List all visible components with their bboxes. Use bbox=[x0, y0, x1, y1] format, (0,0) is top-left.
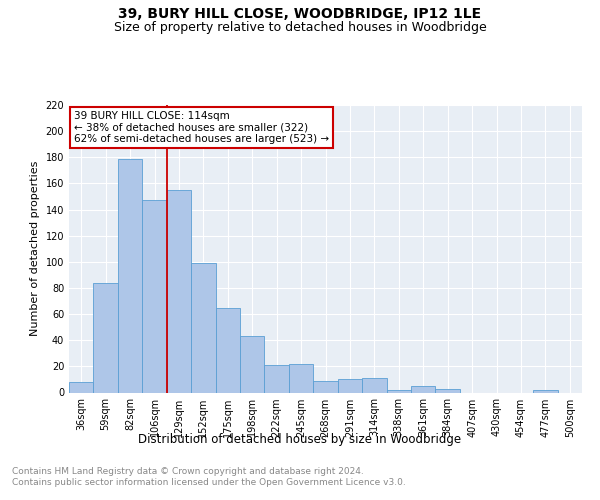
Bar bbox=[313, 380, 338, 392]
Bar bbox=[386, 390, 411, 392]
Text: 39 BURY HILL CLOSE: 114sqm
← 38% of detached houses are smaller (322)
62% of sem: 39 BURY HILL CLOSE: 114sqm ← 38% of deta… bbox=[74, 111, 329, 144]
Bar bbox=[338, 380, 362, 392]
Bar bbox=[167, 190, 191, 392]
Bar bbox=[362, 378, 386, 392]
Text: Distribution of detached houses by size in Woodbridge: Distribution of detached houses by size … bbox=[139, 432, 461, 446]
Bar bbox=[289, 364, 313, 392]
Bar bbox=[265, 365, 289, 392]
Bar bbox=[436, 388, 460, 392]
Bar bbox=[118, 158, 142, 392]
Bar bbox=[94, 282, 118, 393]
Bar bbox=[533, 390, 557, 392]
Bar bbox=[142, 200, 167, 392]
Bar bbox=[215, 308, 240, 392]
Y-axis label: Number of detached properties: Number of detached properties bbox=[30, 161, 40, 336]
Text: 39, BURY HILL CLOSE, WOODBRIDGE, IP12 1LE: 39, BURY HILL CLOSE, WOODBRIDGE, IP12 1L… bbox=[118, 8, 482, 22]
Text: Size of property relative to detached houses in Woodbridge: Size of property relative to detached ho… bbox=[113, 21, 487, 34]
Bar bbox=[69, 382, 94, 392]
Bar bbox=[191, 263, 215, 392]
Bar bbox=[411, 386, 436, 392]
Bar bbox=[240, 336, 265, 392]
Text: Contains HM Land Registry data © Crown copyright and database right 2024.
Contai: Contains HM Land Registry data © Crown c… bbox=[12, 468, 406, 487]
